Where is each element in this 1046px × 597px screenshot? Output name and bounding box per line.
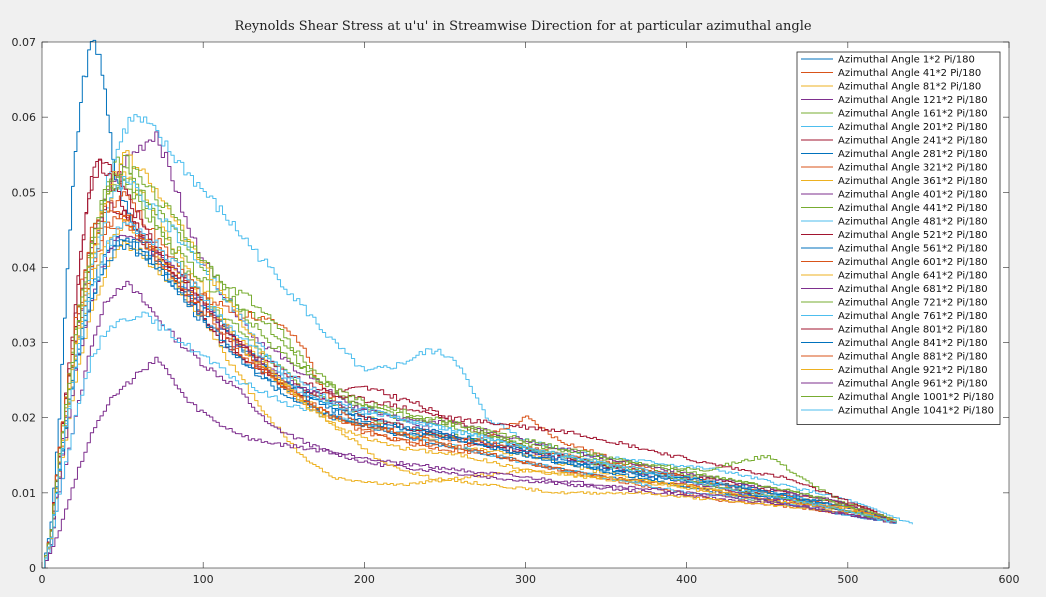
series-line-17 bbox=[42, 219, 897, 569]
series-line-25 bbox=[42, 356, 897, 569]
x-tick-label: 400 bbox=[676, 573, 697, 586]
chart-title: Reynolds Shear Stress at u'u' in Streamw… bbox=[234, 19, 812, 34]
legend-entry-label: Azimuthal Angle 561*2 Pi/180 bbox=[838, 244, 988, 255]
y-tick-label: 0.04 bbox=[12, 261, 37, 274]
legend-entry-label: Azimuthal Angle 281*2 Pi/180 bbox=[838, 149, 988, 160]
legend-entry-label: Azimuthal Angle 81*2 Pi/180 bbox=[838, 82, 981, 93]
legend-entry-label: Azimuthal Angle 1041*2 Pi/180 bbox=[838, 406, 994, 417]
legend-entry-label: Azimuthal Angle 761*2 Pi/180 bbox=[838, 311, 988, 322]
legend-entry-label: Azimuthal Angle 921*2 Pi/180 bbox=[838, 365, 988, 376]
x-tick-label: 100 bbox=[193, 573, 214, 586]
series-lines bbox=[42, 39, 913, 569]
x-tick-label: 200 bbox=[354, 573, 375, 586]
legend-entry-label: Azimuthal Angle 801*2 Pi/180 bbox=[838, 325, 988, 336]
legend-entry-label: Azimuthal Angle 321*2 Pi/180 bbox=[838, 163, 988, 174]
y-tick-label: 0.03 bbox=[12, 337, 37, 350]
x-tick-label: 500 bbox=[837, 573, 858, 586]
series-line-6 bbox=[42, 114, 913, 569]
y-tick-label: 0 bbox=[29, 562, 36, 575]
legend-entry-label: Azimuthal Angle 401*2 Pi/180 bbox=[838, 190, 988, 201]
legend-entry-label: Azimuthal Angle 961*2 Pi/180 bbox=[838, 379, 988, 390]
legend-entry-label: Azimuthal Angle 121*2 Pi/180 bbox=[838, 95, 988, 106]
legend-entry-label: Azimuthal Angle 241*2 Pi/180 bbox=[838, 136, 988, 147]
legend-entry-label: Azimuthal Angle 161*2 Pi/180 bbox=[838, 109, 988, 120]
legend-entry-label: Azimuthal Angle 721*2 Pi/180 bbox=[838, 298, 988, 309]
y-tick-label: 0.05 bbox=[12, 186, 37, 199]
series-line-21 bbox=[42, 201, 897, 569]
y-tick-label: 0.01 bbox=[12, 487, 37, 500]
legend-entry-label: Azimuthal Angle 481*2 Pi/180 bbox=[838, 217, 988, 228]
series-line-12 bbox=[42, 178, 897, 569]
series-line-10 bbox=[42, 240, 897, 569]
y-tick-label: 0.02 bbox=[12, 412, 37, 425]
x-tick-label: 300 bbox=[515, 573, 536, 586]
series-line-11 bbox=[42, 280, 897, 569]
series-line-26 bbox=[42, 165, 897, 569]
legend: Azimuthal Angle 1*2 Pi/180 Azimuthal Angl… bbox=[796, 51, 1001, 425]
legend-entry-label: Azimuthal Angle 1*2 Pi/180 bbox=[838, 55, 975, 66]
x-tick-label: 600 bbox=[999, 573, 1020, 586]
y-tick-label: 0.07 bbox=[12, 36, 37, 49]
x-tick-label: 0 bbox=[39, 573, 46, 586]
legend-entry-label: Azimuthal Angle 601*2 Pi/180 bbox=[838, 257, 988, 268]
legend-entry-label: Azimuthal Angle 361*2 Pi/180 bbox=[838, 176, 988, 187]
legend-entry-label: Azimuthal Angle 641*2 Pi/180 bbox=[838, 271, 988, 282]
y-tick-label: 0.06 bbox=[12, 111, 37, 124]
legend-entry-label: Azimuthal Angle 1001*2 Pi/180 bbox=[838, 392, 994, 403]
legend-entry-label: Azimuthal Angle 881*2 Pi/180 bbox=[838, 352, 988, 363]
axes: 0 100 200 300 400 500 600 0 0.01 0.02 0.03 0.04 0.05… bbox=[12, 36, 1020, 586]
legend-entry-label: Azimuthal Angle 41*2 Pi/180 bbox=[838, 68, 981, 79]
legend-entry-label: Azimuthal Angle 201*2 Pi/180 bbox=[838, 122, 988, 133]
legend-box bbox=[796, 51, 1001, 425]
series-line-27 bbox=[42, 221, 897, 569]
series-line-13 bbox=[42, 311, 897, 569]
series-line-22 bbox=[42, 243, 897, 569]
legend-entry-label: Azimuthal Angle 681*2 Pi/180 bbox=[838, 284, 988, 295]
legend-entry-label: Azimuthal Angle 521*2 Pi/180 bbox=[838, 230, 988, 241]
legend-entry-label: Azimuthal Angle 441*2 Pi/180 bbox=[838, 203, 988, 214]
legend-entry-label: Azimuthal Angle 841*2 Pi/180 bbox=[838, 338, 988, 349]
